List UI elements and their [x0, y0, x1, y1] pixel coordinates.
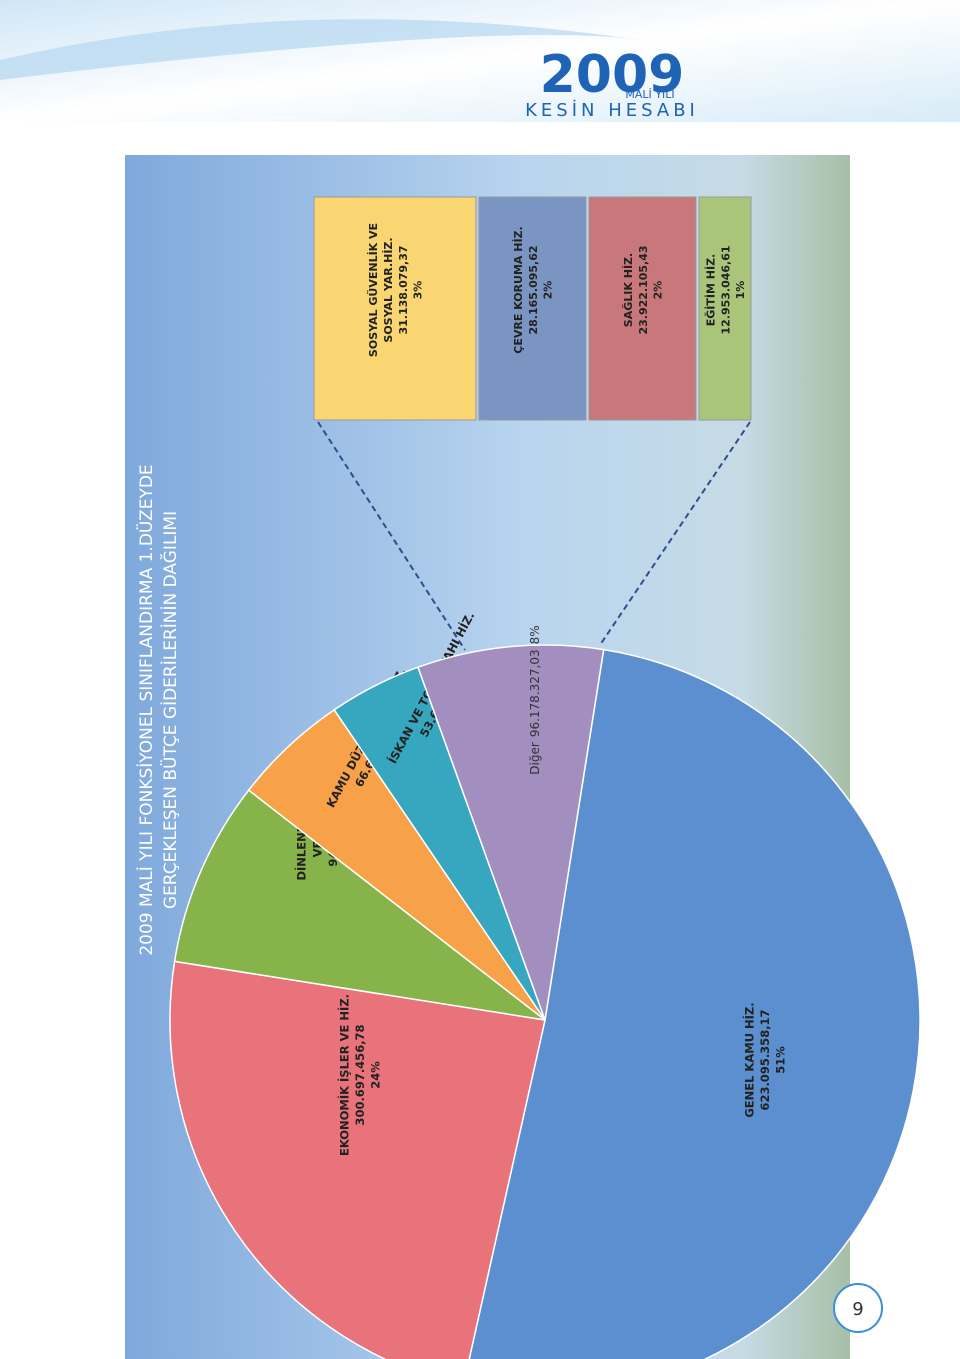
- label-line: SAĞLIK HİZ.: [621, 253, 635, 327]
- label-line: 23.922.105,43: [637, 245, 650, 334]
- pie-slice: [417, 644, 605, 1021]
- chart-title: 2009 MALİ YILI FONKSİYONEL SINIFLANDIRMA…: [135, 464, 157, 955]
- slice-label: EĞİTİM HİZ. 12.953.046,61 1%: [704, 245, 748, 334]
- breakdown-bar: [588, 196, 697, 421]
- label-line: EKONOMİK İŞLER VE HİZ.: [337, 994, 352, 1156]
- label-line: 1%: [734, 281, 747, 300]
- breakdown-bar: [313, 196, 477, 421]
- breakdown-bar: [698, 196, 752, 421]
- label-line: 300.697.456,78: [353, 1024, 367, 1125]
- label-line: 2%: [542, 281, 555, 300]
- label-line: 24%: [369, 1061, 383, 1089]
- connector: [599, 421, 751, 646]
- label-line: ÇEVRE KORUMA HİZ.: [511, 226, 525, 353]
- label-line: SOSYAL YAR.HİZ.: [381, 237, 395, 342]
- page-number: 9: [852, 1299, 863, 1320]
- label-line: EĞİTİM HİZ.: [704, 254, 718, 326]
- slice-label: SAĞLIK HİZ. 23.922.105,43 2%: [621, 245, 665, 334]
- label-line: 31.138.079,37: [397, 245, 410, 334]
- pie-slice: [169, 960, 546, 1359]
- label-line: 12.953.046,61: [719, 245, 732, 334]
- connector: [317, 421, 466, 651]
- page-number-circle: [833, 1283, 883, 1333]
- slice-label: ÇEVRE KORUMA HİZ. 28.165.095,62 2%: [511, 226, 555, 353]
- label-part: Diğer: [528, 742, 542, 775]
- label-line: 28.165.095,62: [527, 245, 540, 334]
- breakdown-bar: [478, 196, 587, 421]
- label-part: 8%: [528, 625, 542, 644]
- label-line: SOSYAL GÜVENLİK VE: [366, 223, 380, 357]
- label-line: 3%: [412, 281, 425, 300]
- chart-subtitle: GERÇEKLEŞEN BÜTÇE GİDERİLERİNİN DAĞILIMI: [159, 511, 181, 909]
- logo-name: KESİN HESABI: [525, 100, 699, 121]
- label-line: 2%: [652, 281, 665, 300]
- pie-slice: [173, 789, 546, 1021]
- label-part: 96.178.327,03: [528, 649, 542, 737]
- pie-slice: [468, 648, 921, 1359]
- label-line: 51%: [774, 1046, 788, 1074]
- slice-label: EKONOMİK İŞLER VE HİZ. 300.697.456,78 24%: [337, 994, 383, 1156]
- logo-subtitle: MALİ YILI: [625, 88, 674, 101]
- slice-label: SOSYAL GÜVENLİK VE SOSYAL YAR.HİZ. 31.138.…: [366, 223, 425, 357]
- logo-year: 2009: [540, 45, 685, 105]
- header-swoosh: [0, 19, 640, 80]
- label-line: Diğer 96.178.327,03 8%: [528, 625, 542, 774]
- slice-label: GENEL KAMU HİZ. 623.095.358,17 51%: [742, 1002, 788, 1117]
- label-line: GENEL KAMU HİZ.: [742, 1002, 757, 1117]
- slice-label: Diğer 96.178.327,03 8%: [528, 625, 542, 774]
- label-line: 623.095.358,17: [758, 1009, 772, 1110]
